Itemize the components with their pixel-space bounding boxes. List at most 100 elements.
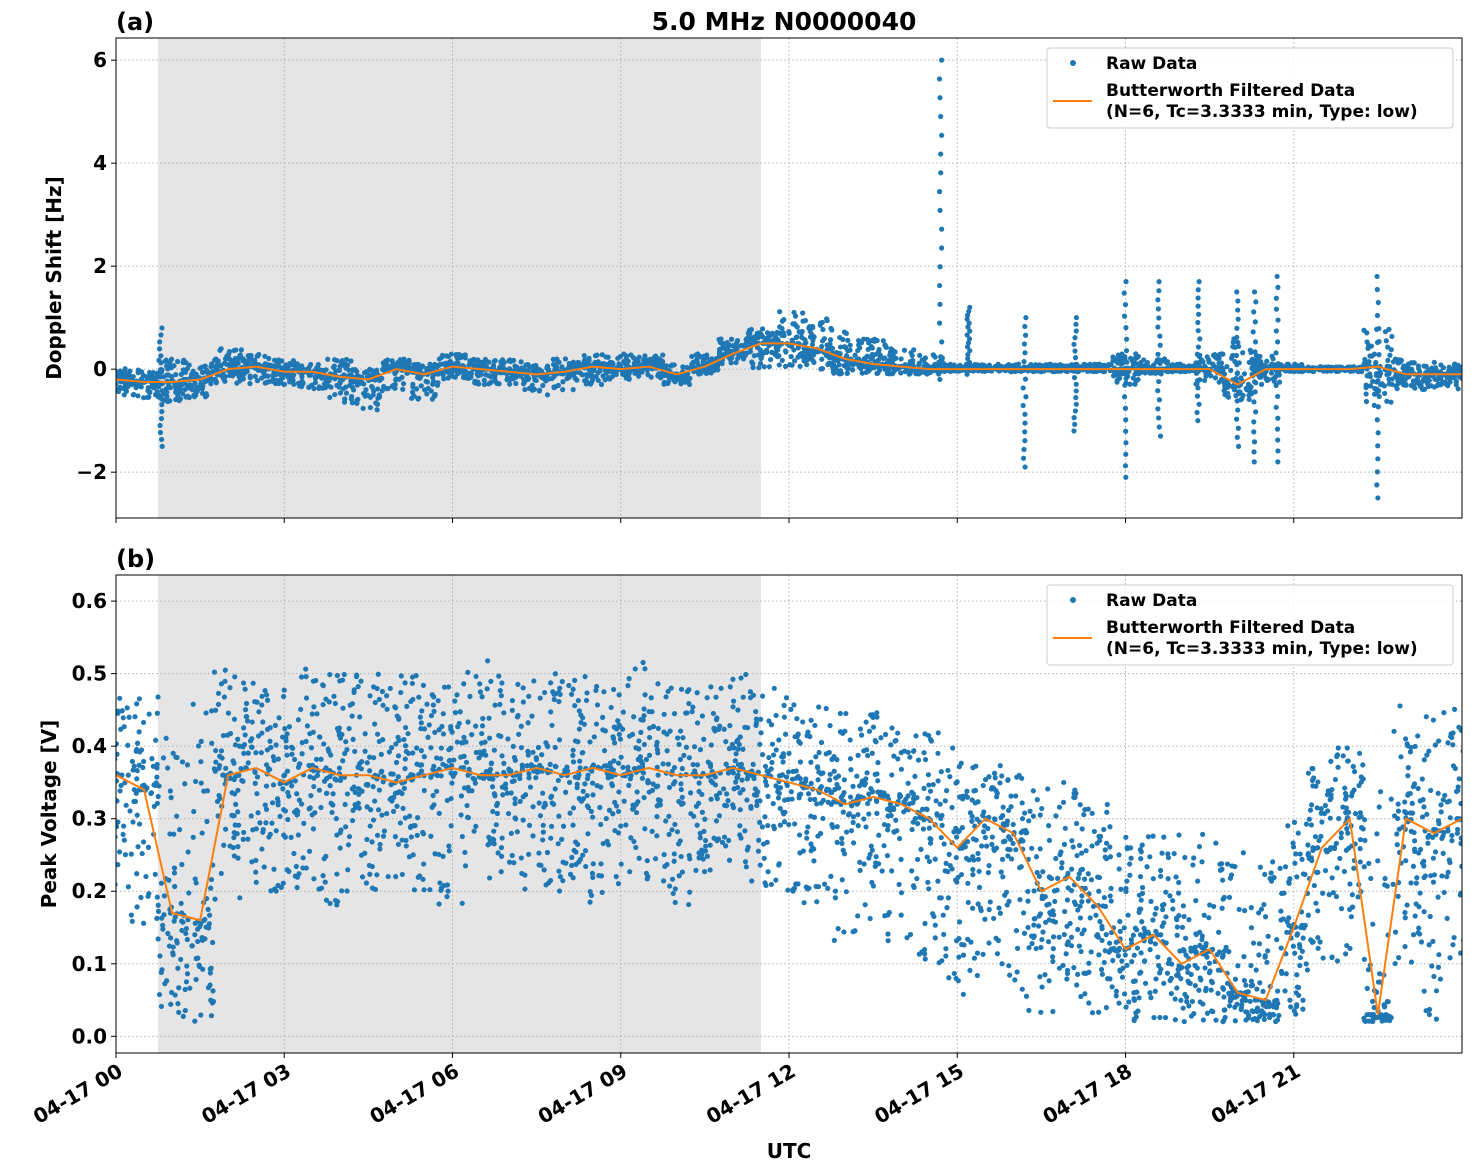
raw-data-point	[102, 843, 107, 848]
raw-data-point	[540, 383, 545, 388]
raw-data-point	[164, 358, 169, 363]
raw-data-point	[622, 371, 627, 376]
raw-data-point	[265, 374, 270, 379]
raw-data-point	[179, 862, 184, 867]
raw-data-point	[917, 353, 922, 358]
raw-data-point	[472, 829, 477, 834]
raw-data-point	[108, 385, 113, 390]
raw-data-point	[367, 693, 372, 698]
raw-data-point	[155, 895, 160, 900]
raw-data-point	[525, 720, 530, 725]
raw-data-point	[271, 782, 276, 787]
raw-data-point	[416, 695, 421, 700]
raw-data-point	[437, 811, 442, 816]
raw-data-point	[129, 912, 134, 917]
raw-data-point	[140, 851, 145, 856]
raw-data-point	[263, 380, 268, 385]
raw-data-point	[249, 745, 254, 750]
raw-data-point	[1196, 328, 1201, 333]
raw-data-point	[1466, 369, 1471, 374]
raw-data-point	[250, 719, 255, 724]
raw-data-point	[1385, 358, 1390, 363]
raw-data-point	[648, 357, 653, 362]
raw-data-point	[492, 748, 497, 753]
raw-data-point	[396, 774, 401, 779]
raw-data-point	[478, 689, 483, 694]
raw-data-point	[276, 715, 281, 720]
raw-data-point	[585, 831, 590, 836]
raw-data-point	[548, 762, 553, 767]
raw-data-point	[307, 364, 312, 369]
raw-data-point	[614, 874, 619, 879]
raw-data-point	[231, 845, 236, 850]
raw-data-point	[462, 850, 467, 855]
raw-data-point	[233, 742, 238, 747]
raw-data-point	[882, 343, 887, 348]
raw-data-point	[510, 779, 515, 784]
raw-data-point	[327, 901, 332, 906]
raw-data-point	[121, 824, 126, 829]
raw-data-point	[147, 711, 152, 716]
raw-data-point	[1270, 356, 1275, 361]
raw-data-point	[384, 811, 389, 816]
raw-data-point	[307, 373, 312, 378]
raw-data-point	[1376, 404, 1381, 409]
raw-data-point	[748, 349, 753, 354]
raw-data-point	[804, 362, 809, 367]
raw-data-point	[1375, 313, 1380, 318]
raw-data-point	[183, 931, 188, 936]
raw-data-point	[606, 376, 611, 381]
raw-data-point	[677, 377, 682, 382]
raw-data-point	[1464, 383, 1469, 388]
raw-data-point	[290, 377, 295, 382]
raw-data-point	[441, 711, 446, 716]
raw-data-point	[920, 358, 925, 363]
raw-data-point	[343, 385, 348, 390]
raw-data-point	[165, 931, 170, 936]
raw-data-point	[269, 379, 274, 384]
raw-data-point	[1467, 362, 1471, 367]
raw-data-point	[480, 716, 485, 721]
raw-data-point	[468, 375, 473, 380]
raw-data-point	[453, 710, 458, 715]
raw-data-point	[1114, 380, 1119, 385]
raw-data-point	[318, 757, 323, 762]
raw-data-point	[585, 362, 590, 367]
raw-data-point	[438, 888, 443, 893]
raw-data-point	[1196, 344, 1201, 349]
raw-data-point	[255, 810, 260, 815]
raw-data-point	[453, 374, 458, 379]
raw-data-point	[1023, 315, 1028, 320]
raw-data-point	[725, 340, 730, 345]
raw-data-point	[379, 769, 384, 774]
raw-data-point	[1390, 382, 1395, 387]
raw-data-point	[591, 861, 596, 866]
raw-data-point	[251, 681, 256, 686]
raw-data-point	[842, 344, 847, 349]
raw-data-point	[106, 720, 111, 725]
raw-data-point	[206, 907, 211, 912]
raw-data-point	[463, 352, 468, 357]
raw-data-point	[159, 409, 164, 414]
raw-data-point	[347, 834, 352, 839]
raw-data-point	[840, 337, 845, 342]
raw-data-point	[399, 791, 404, 796]
raw-data-point	[548, 680, 553, 685]
raw-data-point	[1456, 363, 1461, 368]
raw-data-point	[1367, 371, 1372, 376]
raw-data-point	[243, 687, 248, 692]
raw-data-point	[108, 376, 113, 381]
raw-data-point	[549, 824, 554, 829]
raw-data-point	[1375, 417, 1380, 422]
raw-data-point	[347, 726, 352, 731]
raw-data-point	[105, 703, 110, 708]
raw-data-point	[938, 264, 943, 269]
raw-data-point	[459, 793, 464, 798]
raw-data-point	[503, 782, 508, 787]
raw-data-point	[1235, 435, 1240, 440]
raw-data-point	[828, 337, 833, 342]
raw-data-point	[259, 375, 264, 380]
raw-data-point	[422, 788, 427, 793]
raw-data-point	[1072, 335, 1077, 340]
raw-data-point	[1122, 383, 1127, 388]
